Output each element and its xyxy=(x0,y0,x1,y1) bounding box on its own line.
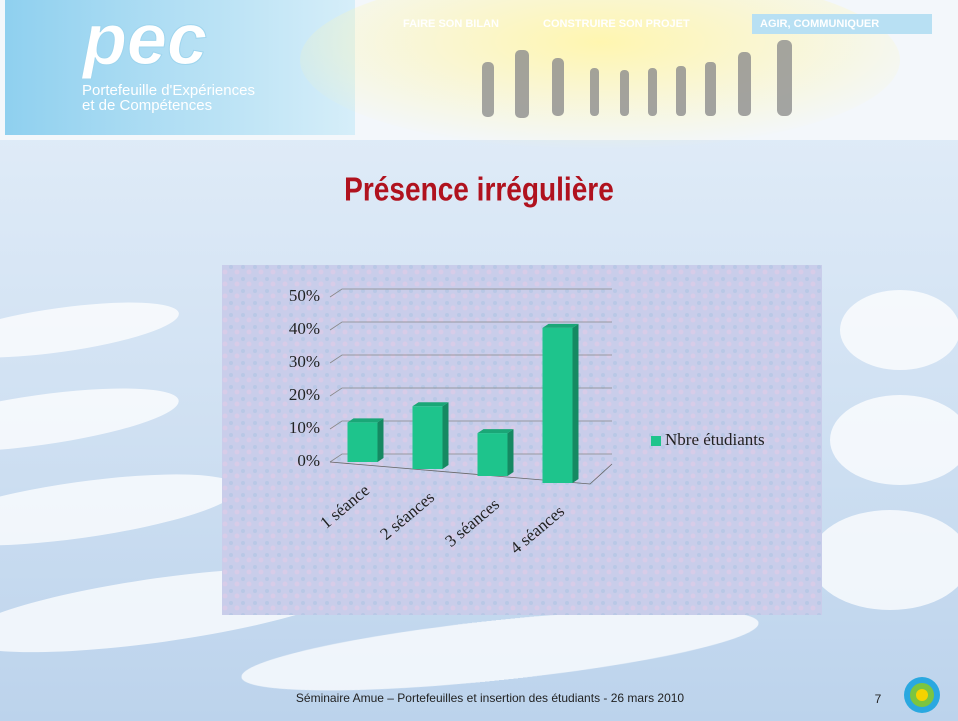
slide: pec Portefeuille d'Expériences et de Com… xyxy=(0,0,958,721)
bar-side xyxy=(573,324,579,483)
footer-logo xyxy=(904,677,940,713)
y-tick-label: 40% xyxy=(289,319,320,338)
y-tick-label: 0% xyxy=(297,451,320,470)
bar-side xyxy=(378,418,384,462)
bar xyxy=(543,324,579,483)
logo-subtitle: et de Compétences xyxy=(82,97,212,114)
slide-canvas: pec Portefeuille d'Expériences et de Com… xyxy=(0,0,958,721)
legend-label: Nbre étudiants xyxy=(665,430,765,449)
slide-title: Présence irrégulière xyxy=(344,172,614,209)
bar-front xyxy=(478,433,508,476)
bar-side xyxy=(443,402,449,469)
bar-front xyxy=(543,328,573,483)
y-tick-label: 10% xyxy=(289,418,320,437)
bar-front xyxy=(348,422,378,462)
page-number: 7 xyxy=(875,692,882,706)
bar-top xyxy=(543,324,579,328)
header-tab: CONSTRUIRE SON PROJET xyxy=(543,18,690,30)
bar xyxy=(478,429,514,476)
y-tick-label: 20% xyxy=(289,385,320,404)
bar-top xyxy=(413,402,449,406)
header-tab: AGIR, COMMUNIQUER xyxy=(760,18,879,30)
logo: pec xyxy=(81,0,207,80)
bar-top xyxy=(348,418,384,422)
bar xyxy=(413,402,449,469)
footer-text: Séminaire Amue – Portefeuilles et insert… xyxy=(296,691,685,705)
y-tick-label: 50% xyxy=(289,286,320,305)
bar-side xyxy=(508,429,514,476)
y-tick-label: 30% xyxy=(289,352,320,371)
header-tab: FAIRE SON BILAN xyxy=(403,18,499,30)
bar-top xyxy=(478,429,514,433)
legend-swatch xyxy=(651,436,661,446)
bar xyxy=(348,418,384,462)
bar-front xyxy=(413,406,443,469)
